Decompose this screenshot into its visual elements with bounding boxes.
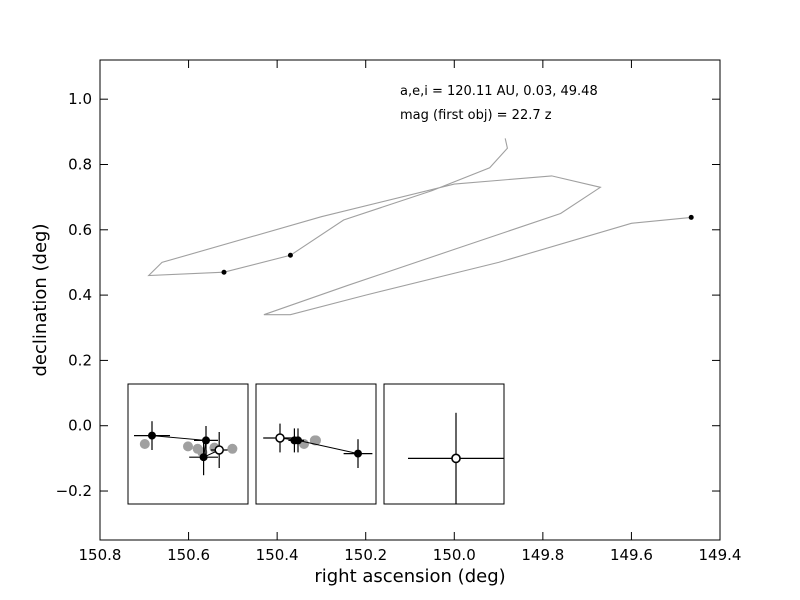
y-tick-label: 0.8 [68,155,92,173]
y-tick-label: 1.0 [68,90,92,108]
x-tick-label: 150.6 [167,546,210,564]
predicted-point [227,443,238,454]
x-tick-label: 149.4 [699,546,742,564]
track-line [151,435,220,459]
observed-point [199,453,208,462]
inset-frame [255,383,377,505]
observed-point-open [275,433,285,443]
inset-panels [127,383,505,505]
y-tick-label: 0.0 [68,417,92,435]
x-tick-label: 149.6 [610,546,653,564]
y-tick-label: 0.6 [68,221,92,239]
x-tick-label: 150.2 [344,546,387,564]
y-axis-label: declination (deg) [30,223,51,376]
inset-frame [383,383,505,505]
observed-point [294,436,302,445]
x-tick-label: 150.0 [433,546,476,564]
annotation-orbit-elements: a,e,i = 120.11 AU, 0.03, 49.48 [400,84,598,99]
annotation-magnitude: mag (first obj) = 22.7 z [400,108,552,123]
inset-panel [383,383,505,505]
detection-point [221,269,227,275]
axis-ticks: 150.8 150.6 150.4 150.2 150.0 149.8 149.6 149.4… [56,60,742,564]
x-tick-label: 150.4 [256,546,299,564]
plot-frame [99,59,721,541]
y-tick-label: 0.2 [68,351,92,369]
predicted-point [311,435,321,446]
y-tick-label: 0.4 [68,286,92,304]
observed-point [148,431,156,440]
detection-points [221,214,694,275]
x-axis-label: right ascension (deg) [314,566,505,587]
observed-point-open [214,445,224,455]
inset-panel [127,383,249,505]
y-tick-label: −0.2 [56,482,92,500]
orbit-path [147,138,692,316]
observed-point [354,449,362,458]
observed-point-open [451,453,461,464]
detection-point [688,214,694,220]
x-tick-label: 149.8 [521,546,564,564]
inset-panel [255,383,377,505]
detection-point [287,252,293,258]
x-tick-label: 150.8 [79,546,122,564]
predicted-point [139,439,150,449]
predicted-point [183,441,193,452]
